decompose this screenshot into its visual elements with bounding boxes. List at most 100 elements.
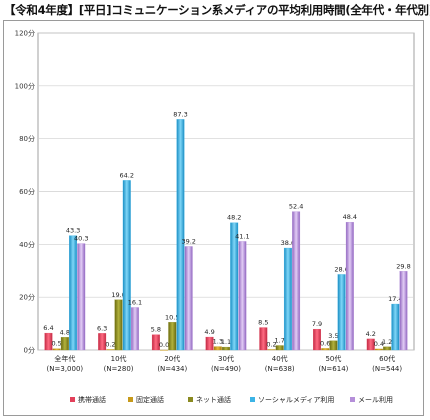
data-label: 29.8 [396,262,410,270]
data-label: 28.6 [334,265,348,273]
grid [37,32,415,351]
y-tick-label: 0分 [24,346,35,355]
chart-title: 【令和4年度】[平日]コミュニケーション系メディアの平均利用時間(全年代・年代別… [4,3,430,17]
bar [321,348,330,351]
data-label: 16.1 [128,298,142,306]
bars: 6.4 0.5 4.8 43.340.3 6.3 0.2 19.0 64.2 16.1 5.8 0.… [43,110,411,351]
x-tick-sublabel: (N=434) [157,365,187,373]
legend-swatch [350,397,355,402]
legend-swatch [128,397,133,402]
y-tick-label: 80分 [19,134,35,143]
bar [383,346,392,351]
data-label: 40.3 [74,235,88,243]
y-tick-label: 120分 [15,29,35,38]
x-tick-label: 20代 [164,354,180,363]
data-label: 17.4 [388,295,402,303]
data-label: 48.2 [227,214,241,222]
bar [313,328,321,351]
data-label: 64.2 [120,171,134,179]
bar [184,246,193,351]
bar [275,345,284,351]
bar [122,180,131,351]
x-tick-sublabel: (N=280) [104,365,134,373]
bar [77,243,86,351]
data-label: 4.8 [60,328,70,336]
data-label: 0.6 [320,339,330,347]
bar [238,241,247,351]
data-label: 6.4 [43,324,53,332]
legend-label: ネット通話 [196,395,231,404]
bar [345,221,354,351]
y-tick-label: 60分 [19,187,35,196]
bar [283,247,292,351]
x-tick-label: 50代 [325,354,341,363]
bar [374,348,383,351]
x-tick-label: 10代 [111,354,127,363]
legend-swatch [250,397,255,402]
legend-label: ソーシャルメディア利用 [258,395,334,404]
bar [44,332,53,351]
x-tick-label: 60代 [379,354,395,363]
bar [151,334,160,351]
legend-label: 携帯通話 [78,395,106,404]
bar [98,333,107,351]
data-label: 1.3 [213,338,223,346]
data-label: 4.2 [366,330,376,338]
bar [337,274,346,351]
legend-swatch [70,397,75,402]
data-label: 3.5 [328,332,338,340]
bar [267,349,276,351]
bar [213,346,222,351]
legend-swatch [188,397,193,402]
x-axis: 全年代 (N=3,000) 10代 (N=280) 20代 (N=434) 30代 (N=49… [47,354,403,373]
data-label: 19.0 [111,291,125,299]
data-label: 6.3 [97,324,107,332]
data-label: 0.4 [374,340,384,348]
bar [114,299,123,351]
bar [222,346,230,351]
data-label: 1.7 [275,337,285,345]
bar [329,340,338,351]
data-label: 43.3 [66,227,80,235]
bar [292,211,301,351]
bar [366,338,375,351]
bar [205,336,214,351]
legend: 携帯通話 固定通話 ネット通話 ソーシャルメディア利用 メール利用 [70,395,393,404]
x-tick-sublabel: (N=638) [265,365,295,373]
x-tick-sublabel: (N=544) [372,365,402,373]
data-label: 5.8 [151,326,161,334]
bar [259,327,268,351]
data-label: 10.5 [165,313,179,321]
x-tick-label: 全年代 [54,354,75,363]
data-label: 48.4 [343,213,357,221]
data-label: 0.0 [159,341,169,349]
legend-label: メール利用 [358,395,393,404]
bar [168,322,177,351]
x-tick-label: 40代 [272,354,288,363]
legend-label: 固定通話 [136,395,164,404]
data-label: 0.2 [266,340,276,348]
bar [69,235,78,351]
data-label: 8.5 [258,319,268,327]
data-label: 52.4 [289,203,303,211]
bar [230,222,239,351]
y-tick-label: 40分 [19,240,35,249]
bar [176,119,185,351]
bar [106,349,115,351]
x-tick-label: 30代 [218,354,234,363]
y-tick-label: 20分 [19,293,35,302]
x-tick-sublabel: (N=614) [318,365,348,373]
data-label: 38.6 [281,239,295,247]
bar [52,348,61,351]
data-label: 0.2 [105,340,115,348]
data-label: 1.2 [382,338,392,346]
bar [391,303,400,351]
x-tick-sublabel: (N=3,000) [47,365,84,373]
data-label: 41.1 [235,232,249,240]
y-tick-label: 100分 [15,81,35,90]
x-tick-sublabel: (N=490) [211,365,241,373]
data-label: 7.9 [312,320,322,328]
bar [60,337,69,351]
data-label: 87.3 [173,110,187,118]
